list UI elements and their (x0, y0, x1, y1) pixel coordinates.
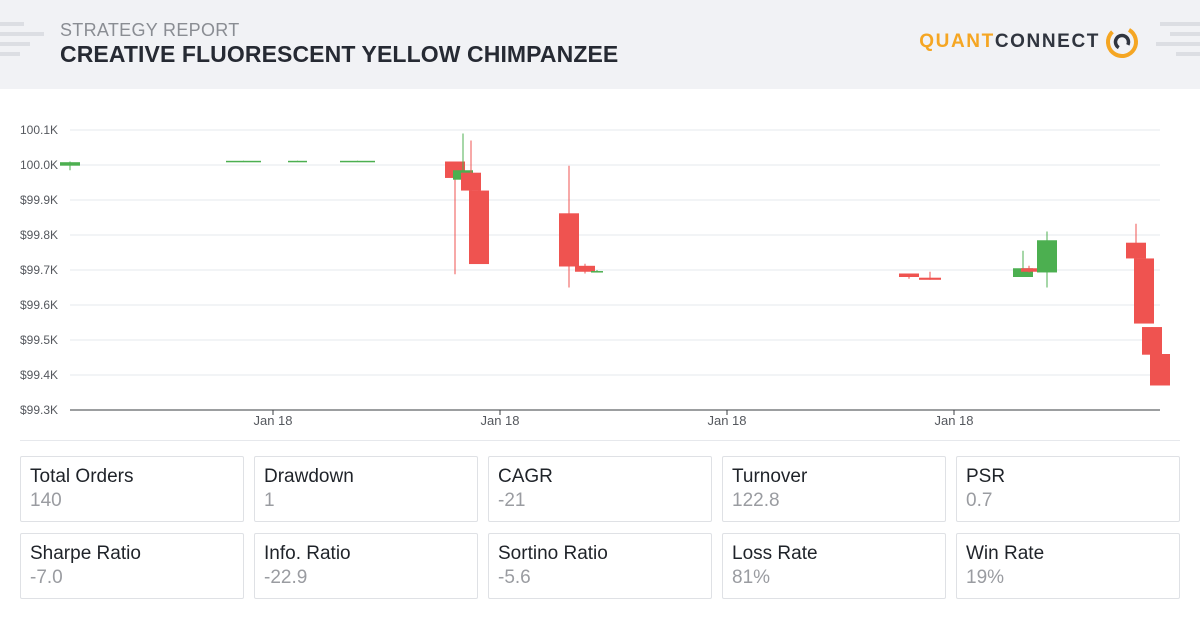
stat-value: -22.9 (264, 567, 308, 588)
stat-label: CAGR (498, 466, 553, 487)
candle-down (899, 273, 919, 279)
candle-body (340, 160, 375, 163)
price-chart: 100.1K 100.0K $99.9K $99.8K $99.7K $99.6K $99.… (0, 110, 1200, 440)
report-title: CREATIVE FLUORESCENT YELLOW CHIMPANZEE (60, 41, 619, 67)
stat-card-turnover: Turnover 122.8 (722, 456, 946, 522)
candle-up (1013, 250, 1033, 277)
stat-card-win-rate: Win Rate 19% (956, 533, 1180, 599)
stat-card-psr: PSR 0.7 (956, 456, 1180, 522)
y-tick-label: $99.3K (20, 403, 58, 417)
stat-card-info-ratio: Info. Ratio -22.9 (254, 533, 478, 599)
stat-card-sharpe-ratio: Sharpe Ratio -7.0 (20, 533, 244, 599)
candle-body (60, 162, 80, 166)
report-header: STRATEGY REPORT CREATIVE FLUORESCENT YEL… (0, 0, 1200, 89)
stat-label: Info. Ratio (264, 543, 351, 564)
y-tick-label: $99.4K (20, 368, 58, 382)
candle-body (461, 172, 481, 191)
candle-body (575, 265, 595, 272)
x-tick-label: Jan 18 (253, 413, 292, 428)
brand-name-secondary: CONNECT (994, 31, 1100, 52)
stat-label: Win Rate (966, 543, 1045, 564)
candle-body (1021, 268, 1037, 272)
candle-body (1150, 354, 1170, 386)
y-tick-label: $99.6K (20, 298, 58, 312)
header-decoration-left (0, 22, 50, 62)
stat-card-total-orders: Total Orders 140 (20, 456, 244, 522)
y-tick-label: 100.0K (20, 158, 58, 172)
candle-up (1037, 231, 1057, 288)
candle-up (340, 160, 375, 163)
candle-body (1142, 327, 1162, 355)
candle-up (226, 160, 261, 163)
x-tick-label: Jan 18 (707, 413, 746, 428)
stat-card-drawdown: Drawdown 1 (254, 456, 478, 522)
stat-label: Turnover (732, 466, 808, 487)
candle-body (226, 160, 261, 163)
candle-down (1150, 354, 1170, 386)
candle-body (591, 271, 603, 273)
stat-value: 81% (732, 567, 771, 588)
stat-value: -5.6 (498, 567, 531, 588)
candle-body (1126, 242, 1146, 259)
stat-label: Loss Rate (732, 543, 818, 564)
candle-up (60, 161, 80, 171)
stat-value: 19% (966, 567, 1005, 588)
stat-label: Sharpe Ratio (30, 543, 141, 564)
x-tick-label: Jan 18 (934, 413, 973, 428)
stat-value: 0.7 (966, 490, 993, 511)
y-tick-label: 100.1K (20, 123, 58, 137)
stat-value: -21 (498, 490, 526, 511)
brand-name-primary: QUANT (919, 31, 995, 52)
stat-label: Sortino Ratio (498, 543, 608, 564)
candle-down (1126, 223, 1146, 259)
stat-card-loss-rate: Loss Rate 81% (722, 533, 946, 599)
candle-down (1134, 258, 1154, 324)
candle-down (469, 190, 489, 265)
candle-body (1134, 258, 1154, 324)
stat-value: -7.0 (30, 567, 63, 588)
header-decoration-right (1156, 22, 1200, 62)
section-divider (20, 440, 1180, 441)
candle-body (1037, 240, 1057, 273)
y-tick-label: $99.8K (20, 228, 58, 242)
stat-value: 140 (30, 490, 62, 511)
candle-down (1021, 265, 1037, 273)
y-tick-label: $99.7K (20, 263, 58, 277)
candle-up (591, 270, 603, 273)
candle-down (461, 140, 481, 192)
candle-body (288, 160, 307, 163)
brand-logo: QUANT CONNECT (919, 24, 1140, 60)
report-kicker: STRATEGY REPORT (60, 20, 240, 40)
stat-value: 1 (264, 490, 275, 511)
stat-label: PSR (966, 466, 1006, 487)
candle-body (469, 190, 489, 265)
candle-up (288, 160, 307, 163)
stats-grid: Total Orders 140 Drawdown 1 CAGR -21 Tur… (20, 456, 1180, 599)
candle-body (899, 273, 919, 277)
candle-down (919, 271, 941, 280)
candle-down (559, 165, 579, 288)
candle-body (919, 277, 941, 280)
y-tick-label: $99.5K (20, 333, 58, 347)
candlestick-chart: 100.1K 100.0K $99.9K $99.8K $99.7K $99.6K $99.… (20, 123, 1170, 428)
candle-body (1013, 268, 1033, 277)
stat-value: 122.8 (732, 490, 780, 511)
candle-body (559, 213, 579, 267)
candle-down (1142, 327, 1162, 355)
stat-card-sortino-ratio: Sortino Ratio -5.6 (488, 533, 712, 599)
stat-label: Total Orders (30, 466, 134, 487)
y-tick-label: $99.9K (20, 193, 58, 207)
quantconnect-logo-icon (1106, 26, 1138, 58)
stat-label: Drawdown (264, 466, 354, 487)
x-tick-label: Jan 18 (480, 413, 519, 428)
stat-card-cagr: CAGR -21 (488, 456, 712, 522)
candle-down (575, 263, 595, 274)
